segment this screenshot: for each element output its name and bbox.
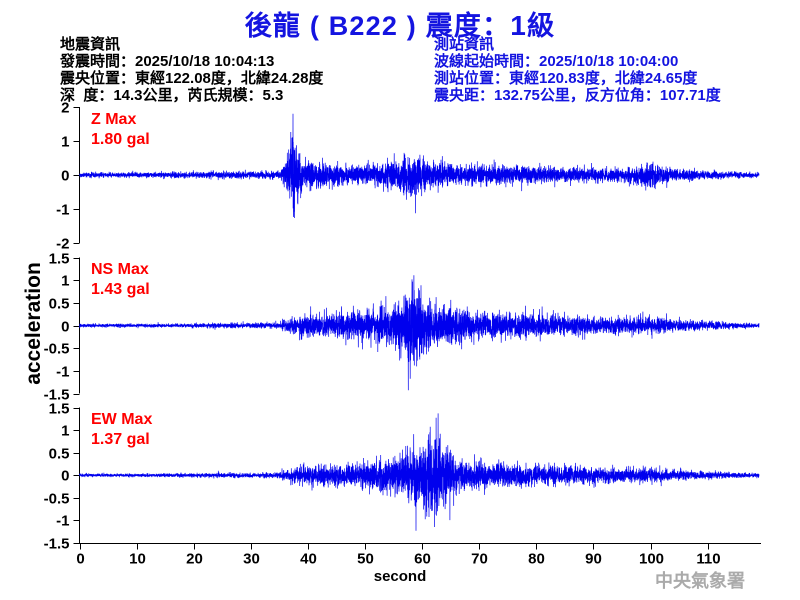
svg-text:1.5: 1.5 [49, 251, 70, 268]
svg-text:30: 30 [243, 551, 260, 568]
svg-text:0: 0 [61, 319, 69, 336]
svg-text:50: 50 [357, 551, 374, 568]
svg-text:70: 70 [471, 551, 488, 568]
svg-text:0: 0 [76, 551, 84, 568]
svg-text:1: 1 [61, 273, 69, 290]
svg-text:40: 40 [300, 551, 317, 568]
svg-text:-0.5: -0.5 [44, 341, 70, 358]
svg-text:20: 20 [186, 551, 203, 568]
svg-text:-1: -1 [56, 202, 69, 219]
svg-text:10: 10 [129, 551, 146, 568]
svg-text:1: 1 [61, 134, 69, 151]
svg-text:-1: -1 [56, 364, 69, 381]
svg-text:60: 60 [414, 551, 431, 568]
svg-text:2: 2 [61, 100, 69, 117]
svg-text:90: 90 [585, 551, 602, 568]
svg-text:100: 100 [639, 551, 664, 568]
svg-text:0.5: 0.5 [49, 296, 70, 313]
svg-text:0: 0 [61, 168, 69, 185]
svg-text:80: 80 [528, 551, 545, 568]
svg-text:110: 110 [696, 551, 720, 568]
